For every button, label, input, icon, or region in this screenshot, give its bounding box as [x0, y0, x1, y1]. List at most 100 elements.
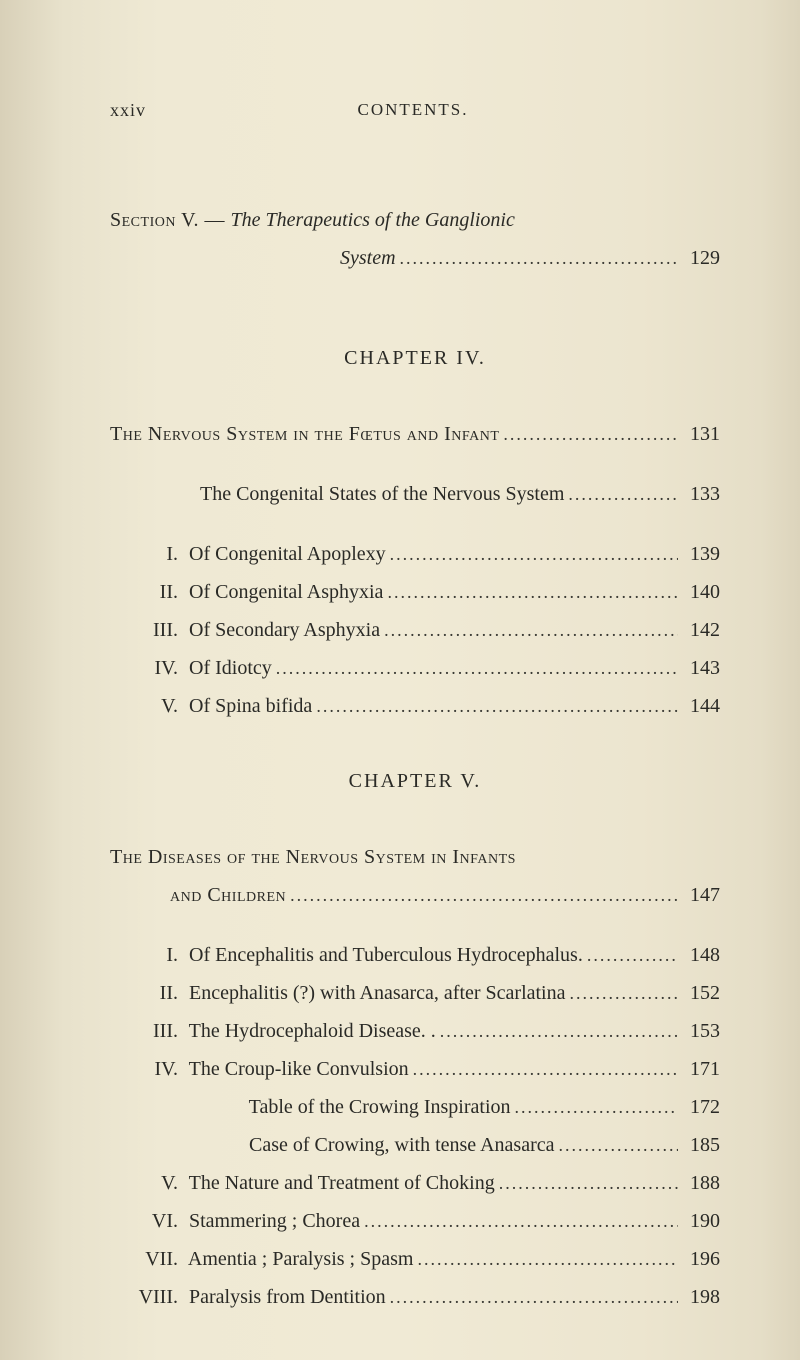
- item-page: 198: [678, 1278, 720, 1316]
- list-item: III. The Hydrocephaloid Disease. .......…: [130, 1012, 720, 1050]
- chapter-5-main-line2-label: and Children: [170, 876, 286, 914]
- item-page: 172: [678, 1088, 720, 1126]
- item-numeral: V.: [130, 687, 184, 725]
- spacer: [110, 513, 720, 535]
- item-numeral: III.: [130, 611, 184, 649]
- leader-dots: ........................................…: [386, 537, 678, 571]
- item-numeral: VIII.: [130, 1278, 184, 1316]
- chapter-4-main-label: The Nervous System in the Fœtus and Infa…: [110, 415, 499, 453]
- page-content: xxiv CONTENTS. Section V. — The Therapeu…: [110, 100, 720, 1316]
- leader-dots: ........................................…: [380, 613, 678, 647]
- leader-dots: ........................................…: [566, 976, 679, 1010]
- item-numeral: I.: [130, 535, 184, 573]
- chapter-5-main-page: 147: [678, 876, 720, 914]
- leader-dots: ........................................…: [511, 1090, 678, 1124]
- list-item: IV. Of Idiotcy..........................…: [130, 649, 720, 687]
- section-v: Section V. — The Therapeutics of the Gan…: [110, 201, 720, 277]
- list-item: I. Of Encephalitis and Tuberculous Hydro…: [130, 936, 720, 974]
- chapter-5-main-line1: The Diseases of the Nervous System in In…: [110, 838, 720, 876]
- spacer: [110, 725, 720, 770]
- leader-dots: ........................................…: [286, 878, 678, 912]
- item-label: Of Spina bifida: [184, 687, 312, 725]
- chapter-5-heading: CHAPTER V.: [110, 770, 720, 793]
- section-v-label: Section V. — The Therapeutics of the Gan…: [110, 201, 515, 239]
- list-item: VII. Amentia ; Paralysis ; Spasm........…: [130, 1240, 720, 1278]
- item-page: 171: [678, 1050, 720, 1088]
- item-label: Of Congenital Apoplexy: [184, 535, 386, 573]
- spacer: [680, 100, 720, 121]
- chapter-4-heading: CHAPTER IV.: [110, 347, 720, 370]
- list-item: VIII. Paralysis from Dentition..........…: [130, 1278, 720, 1316]
- item-label: Of Idiotcy: [184, 649, 272, 687]
- item-label: The Hydrocephaloid Disease. .: [184, 1012, 436, 1050]
- chapter-4-list: I. Of Congenital Apoplexy...............…: [130, 535, 720, 725]
- item-numeral: VI.: [130, 1202, 184, 1240]
- item-numeral: IV.: [130, 649, 184, 687]
- section-v-line1: Section V. — The Therapeutics of the Gan…: [110, 201, 720, 239]
- item-page: 190: [678, 1202, 720, 1240]
- chapter-5-main-line2: and Children ...........................…: [110, 876, 720, 914]
- item-page: 188: [678, 1164, 720, 1202]
- leader-dots: ........................................…: [360, 1204, 678, 1238]
- chapter-5-list: I. Of Encephalitis and Tuberculous Hydro…: [130, 936, 720, 1316]
- page-number: xxiv: [110, 100, 146, 121]
- item-numeral: V.: [130, 1164, 184, 1202]
- list-item: Case of Crowing, with tense Anasarca....…: [130, 1126, 720, 1164]
- section-v-line2: System .................................…: [110, 239, 720, 277]
- item-label: Of Secondary Asphyxia: [184, 611, 380, 649]
- list-item: III. Of Secondary Asphyxia..............…: [130, 611, 720, 649]
- item-label: Of Congenital Asphyxia: [184, 573, 383, 611]
- section-v-page: 129: [678, 239, 720, 277]
- item-label: The Nature and Treatment of Choking: [184, 1164, 495, 1202]
- item-numeral: II.: [130, 573, 184, 611]
- item-label: Table of the Crowing Inspiration: [244, 1088, 511, 1126]
- list-item: II. Of Congenital Asphyxia..............…: [130, 573, 720, 611]
- running-title: CONTENTS.: [357, 100, 468, 121]
- leader-dots: ........................................…: [396, 241, 678, 275]
- leader-dots: ........................................…: [272, 651, 678, 685]
- leader-dots: ........................................…: [436, 1014, 678, 1048]
- list-item: I. Of Congenital Apoplexy...............…: [130, 535, 720, 573]
- list-item: Table of the Crowing Inspiration........…: [130, 1088, 720, 1126]
- item-label: Of Encephalitis and Tuberculous Hydrocep…: [184, 936, 583, 974]
- chapter-5-main-line1-label: The Diseases of the Nervous System in In…: [110, 838, 516, 876]
- leader-dots: ........................................…: [413, 1242, 678, 1276]
- chapter-4-sub-label: The Congenital States of the Nervous Sys…: [200, 475, 564, 513]
- leader-dots: ........................................…: [386, 1280, 678, 1314]
- item-numeral: IV.: [130, 1050, 184, 1088]
- item-numeral: III.: [130, 1012, 184, 1050]
- list-item: V. Of Spina bifida......................…: [130, 687, 720, 725]
- chapter-4-sub-page: 133: [678, 475, 720, 513]
- leader-dots: ........................................…: [499, 417, 678, 451]
- item-label: Encephalitis (?) with Anasarca, after Sc…: [184, 974, 566, 1012]
- list-item: VI. Stammering ; Chorea.................…: [130, 1202, 720, 1240]
- list-item: IV. The Croup-like Convulsion...........…: [130, 1050, 720, 1088]
- item-label: Amentia ; Paralysis ; Spasm: [184, 1240, 413, 1278]
- item-page: 196: [678, 1240, 720, 1278]
- item-label: The Croup-like Convulsion: [184, 1050, 409, 1088]
- item-page: 139: [678, 535, 720, 573]
- item-page: 144: [678, 687, 720, 725]
- item-page: 185: [678, 1126, 720, 1164]
- item-page: 142: [678, 611, 720, 649]
- item-page: 148: [678, 936, 720, 974]
- chapter-4-main: The Nervous System in the Fœtus and Infa…: [110, 415, 720, 453]
- leader-dots: ........................................…: [554, 1128, 678, 1162]
- item-label: Stammering ; Chorea: [184, 1202, 360, 1240]
- spacer: [110, 914, 720, 936]
- item-page: 153: [678, 1012, 720, 1050]
- item-page: 140: [678, 573, 720, 611]
- item-page: 143: [678, 649, 720, 687]
- leader-dots: ........................................…: [495, 1166, 678, 1200]
- item-numeral: II.: [130, 974, 184, 1012]
- list-item: V. The Nature and Treatment of Choking..…: [130, 1164, 720, 1202]
- leader-dots: ........................................…: [409, 1052, 678, 1086]
- item-label: Paralysis from Dentition: [184, 1278, 386, 1316]
- leader-dots: ........................................…: [583, 938, 678, 972]
- item-numeral: I.: [130, 936, 184, 974]
- running-head: xxiv CONTENTS.: [110, 100, 720, 121]
- item-label: Case of Crowing, with tense Anasarca: [244, 1126, 554, 1164]
- leader-dots: ........................................…: [564, 477, 678, 511]
- item-numeral: VII.: [130, 1240, 184, 1278]
- section-v-system: System: [340, 239, 396, 277]
